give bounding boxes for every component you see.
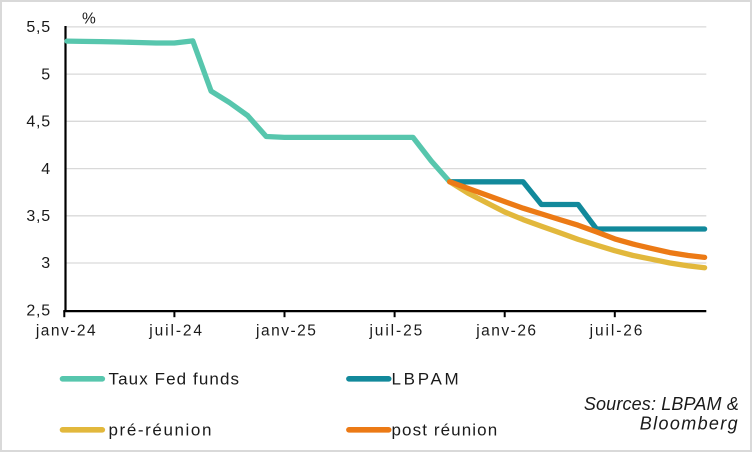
svg-text:juil-25: juil-25 (368, 323, 424, 340)
svg-text:3,5: 3,5 (26, 208, 51, 225)
svg-text:juil-26: juil-26 (589, 323, 645, 340)
svg-text:juil-24: juil-24 (148, 323, 204, 340)
svg-text:5,5: 5,5 (26, 19, 51, 36)
svg-text:janv-26: janv-26 (475, 323, 537, 340)
svg-text:Taux Fed funds: Taux Fed funds (109, 370, 241, 389)
svg-text:3: 3 (41, 255, 51, 272)
svg-text:post réunion: post réunion (392, 420, 499, 439)
svg-text:4: 4 (41, 161, 51, 178)
svg-text:janv-24: janv-24 (35, 323, 97, 340)
svg-text:2,5: 2,5 (26, 302, 51, 319)
svg-text:%: % (82, 11, 96, 28)
svg-text:Bloomberg: Bloomberg (640, 413, 739, 433)
svg-text:janv-25: janv-25 (255, 323, 317, 340)
svg-text:4,5: 4,5 (26, 114, 51, 131)
svg-text:LBPAM: LBPAM (392, 370, 462, 389)
svg-text:pré-réunion: pré-réunion (109, 420, 214, 439)
svg-text:Sources: LBPAM &: Sources: LBPAM & (584, 394, 739, 414)
svg-text:5: 5 (41, 66, 51, 83)
